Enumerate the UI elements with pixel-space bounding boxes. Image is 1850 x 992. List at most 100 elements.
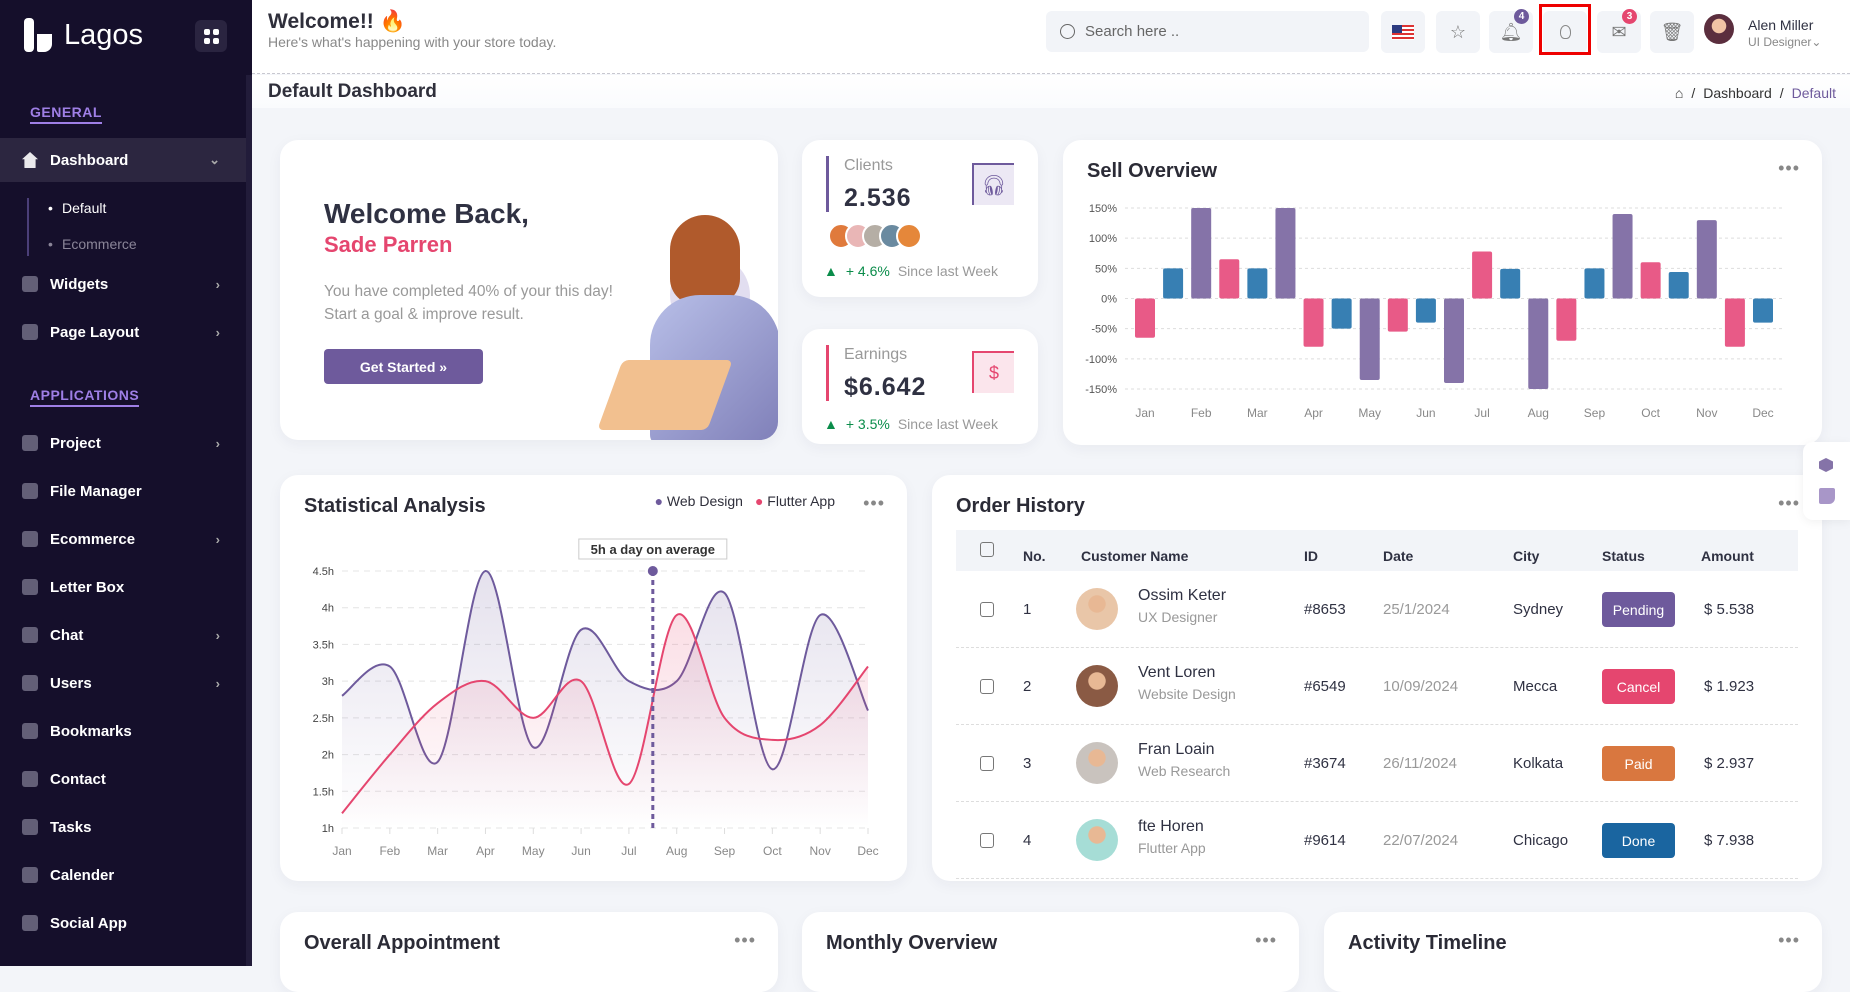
sidebar-item-label: Dashboard bbox=[50, 151, 129, 169]
breadcrumb: ⌂ / Dashboard / Default bbox=[1674, 85, 1836, 101]
select-all-checkbox[interactable] bbox=[980, 542, 994, 557]
sidebar-subitem-ecommerce[interactable]: Ecommerce bbox=[48, 236, 137, 252]
customer-name[interactable]: fte Horen bbox=[1138, 818, 1204, 835]
chevron-right-icon: › bbox=[215, 276, 220, 292]
sell-overview-title: Sell Overview bbox=[1087, 160, 1218, 182]
language-button[interactable] bbox=[1381, 11, 1425, 53]
y-tick-label: 4.5h bbox=[313, 566, 334, 578]
sidebar-item-project[interactable]: Project › bbox=[0, 421, 246, 465]
status-badge[interactable]: Paid bbox=[1602, 746, 1675, 781]
customer-name[interactable]: Vent Loren bbox=[1138, 664, 1216, 681]
sidebar-item-chat[interactable]: Chat › bbox=[0, 613, 246, 657]
clients-value: 2.536 bbox=[844, 184, 912, 212]
order-amount: $ 5.538 bbox=[1704, 601, 1755, 618]
order-id: #6549 bbox=[1304, 678, 1346, 695]
sidebar-item-contact[interactable]: Contact bbox=[0, 757, 246, 801]
sidebar-item-users[interactable]: Users › bbox=[0, 661, 246, 705]
more-options-icon[interactable]: ••• bbox=[1255, 930, 1277, 950]
statistical-analysis-chart: 4.5h 4h 3.5h 3h 2.5h 2h 1.5h 1h Jan Feb Mar Apr May J… bbox=[313, 538, 879, 858]
theme-bulb-button[interactable] bbox=[1543, 11, 1587, 53]
legend-web-design[interactable]: ● Web Design bbox=[654, 493, 743, 509]
sidebar-scrollbar[interactable] bbox=[246, 75, 252, 966]
sidebar-item-label: File Manager bbox=[50, 482, 142, 500]
status-badge[interactable]: Done bbox=[1602, 823, 1675, 858]
sidebar-subitem-default[interactable]: Default bbox=[48, 200, 106, 216]
annotation-box bbox=[578, 538, 728, 560]
sidebar-item-file-manager[interactable]: File Manager bbox=[0, 469, 246, 513]
row-checkbox[interactable] bbox=[980, 602, 994, 617]
apps-grid-button[interactable] bbox=[195, 20, 227, 52]
table-header: No. Customer Name ID Date City Status Am… bbox=[956, 530, 1798, 571]
sidebar-item-bookmarks[interactable]: Bookmarks bbox=[0, 709, 246, 753]
cart-button[interactable]: 🗑︎ bbox=[1650, 11, 1694, 53]
get-started-button[interactable]: Get Started » bbox=[324, 349, 483, 384]
col-no: No. bbox=[1023, 548, 1046, 564]
star-icon: ☆ bbox=[1449, 21, 1467, 42]
earnings-value: $6.642 bbox=[844, 373, 927, 401]
sidebar-item-label: Tasks bbox=[50, 818, 92, 836]
clients-card: Clients 2.536 🎧︎ ▲ + 4.6% Since last Week bbox=[802, 140, 1038, 297]
notification-badge: 4 bbox=[1514, 9, 1529, 24]
sidebar-item-page-layout[interactable]: Page Layout › bbox=[0, 310, 246, 354]
sidebar-item-dashboard[interactable]: Dashboard ⌄ bbox=[0, 138, 246, 182]
customer-name[interactable]: Ossim Keter bbox=[1138, 587, 1227, 604]
sidebar-item-label: Widgets bbox=[50, 275, 109, 293]
user-name[interactable]: Alen Miller bbox=[1748, 17, 1814, 33]
sidebar-item-label: Project bbox=[50, 434, 101, 452]
bookmark-button[interactable]: ☆ bbox=[1436, 11, 1480, 53]
sell-overview-chart: 150% 100% 50% 0% -50% -100% -150% Jan Feb Mar Apr M… bbox=[1085, 203, 1783, 420]
more-options-icon[interactable]: ••• bbox=[1778, 158, 1800, 178]
order-city: Mecca bbox=[1513, 678, 1558, 695]
brand-logo[interactable]: Lagos bbox=[24, 18, 143, 52]
sidebar-item-label: Chat bbox=[50, 626, 84, 644]
order-date: 25/1/2024 bbox=[1383, 601, 1450, 618]
status-badge[interactable]: Cancel bbox=[1602, 669, 1675, 704]
sidebar-item-social-app[interactable]: Social App bbox=[0, 901, 246, 945]
tasks-icon bbox=[22, 819, 38, 835]
user-role[interactable]: UI Designer⌄ bbox=[1748, 35, 1822, 49]
search-input[interactable]: Search here .. bbox=[1046, 11, 1369, 52]
more-options-icon[interactable]: ••• bbox=[863, 493, 885, 513]
annotation-point bbox=[647, 566, 658, 576]
more-options-icon[interactable]: ••• bbox=[1778, 930, 1800, 950]
accent-bar bbox=[826, 156, 829, 212]
sidebar-item-tasks[interactable]: Tasks bbox=[0, 805, 246, 849]
sidebar-item-widgets[interactable]: Widgets › bbox=[0, 262, 246, 306]
row-checkbox[interactable] bbox=[980, 679, 994, 694]
sidebar-item-label: Social App bbox=[50, 914, 127, 932]
breadcrumb-dashboard[interactable]: Dashboard bbox=[1703, 85, 1772, 101]
bar bbox=[1556, 298, 1577, 341]
col-status: Status bbox=[1602, 548, 1645, 564]
more-options-icon[interactable]: ••• bbox=[734, 930, 756, 950]
sidebar-item-label: Users bbox=[50, 674, 92, 692]
bar bbox=[1219, 259, 1240, 299]
notification-button[interactable]: 🔔︎ 4 bbox=[1489, 9, 1533, 53]
user-avatar[interactable] bbox=[1704, 14, 1734, 44]
bar bbox=[1331, 298, 1352, 329]
bar bbox=[1612, 214, 1633, 299]
row-no: 2 bbox=[1023, 678, 1032, 695]
sidebar-item-calender[interactable]: Calender bbox=[0, 853, 246, 897]
customer-name[interactable]: Fran Loain bbox=[1138, 741, 1215, 758]
welcome-heading: Welcome Back, bbox=[324, 198, 529, 229]
col-amount: Amount bbox=[1701, 548, 1754, 564]
card-title: Activity Timeline bbox=[1348, 932, 1507, 954]
customizer-panel[interactable] bbox=[1803, 442, 1850, 520]
status-badge[interactable]: Pending bbox=[1602, 592, 1675, 627]
legend-flutter-app[interactable]: ● Flutter App bbox=[754, 493, 835, 509]
sidebar-item-letter-box[interactable]: Letter Box bbox=[0, 565, 246, 609]
chart-legend: ● Web Design ● Flutter App bbox=[655, 493, 835, 509]
row-checkbox[interactable] bbox=[980, 833, 994, 848]
row-checkbox[interactable] bbox=[980, 756, 994, 771]
home-icon[interactable]: ⌂ bbox=[1674, 85, 1684, 101]
client-avatars bbox=[828, 223, 922, 249]
x-tick-label: Mar bbox=[1247, 406, 1268, 420]
messages-button[interactable]: ✉︎ 3 bbox=[1597, 9, 1641, 53]
earnings-label: Earnings bbox=[844, 346, 908, 363]
settings-hexagon-icon[interactable] bbox=[1819, 458, 1833, 472]
y-tick-label: 3h bbox=[322, 676, 334, 688]
layout-icon[interactable] bbox=[1819, 488, 1835, 504]
sidebar-item-ecommerce[interactable]: Ecommerce › bbox=[0, 517, 246, 561]
more-options-icon[interactable]: ••• bbox=[1778, 493, 1800, 513]
chevron-down-icon: ⌄ bbox=[209, 152, 220, 167]
